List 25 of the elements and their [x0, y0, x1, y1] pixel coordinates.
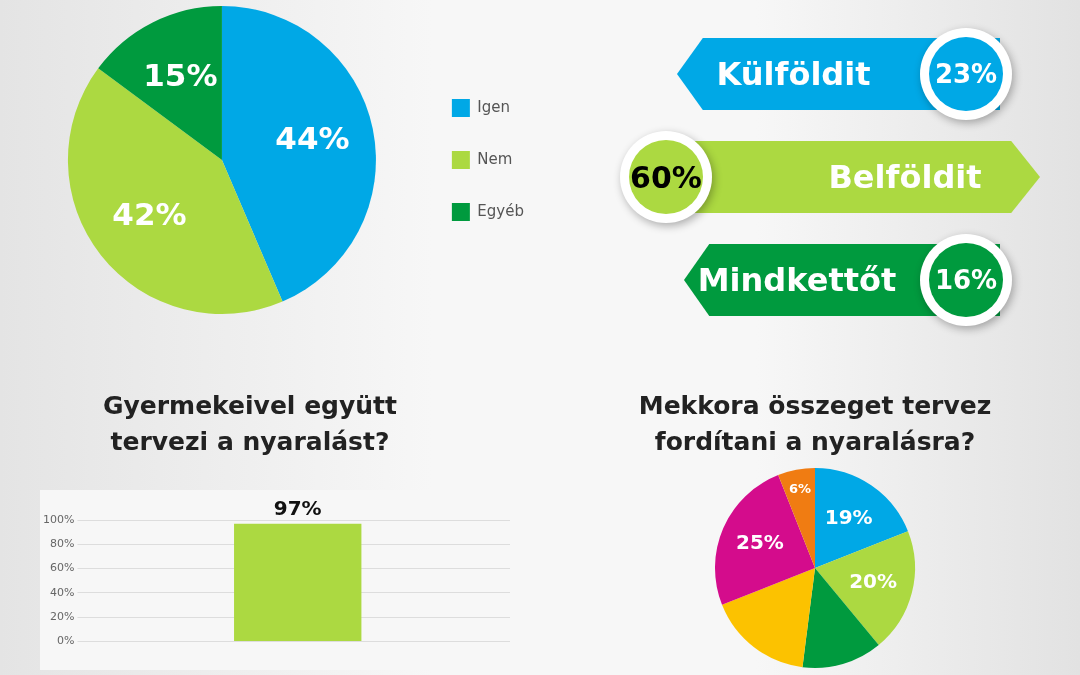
data-label: 15%	[143, 56, 218, 93]
data-label: 44%	[275, 120, 350, 157]
y-tick-label: 40%	[49, 585, 75, 599]
chart-title: Mekkora összeget tervez fordítani a nyaralásra?	[637, 390, 993, 459]
data-label: 23%	[929, 37, 1003, 111]
y-tick-label: 20%	[49, 610, 75, 624]
category-label: Külföldit	[716, 55, 871, 93]
data-label: 16%	[929, 243, 1003, 317]
category-label: Mindkettőt	[697, 261, 897, 299]
category-label: Belföldit	[828, 158, 982, 196]
data-label: 20%	[849, 569, 898, 594]
y-tick-label: 80%	[49, 537, 75, 551]
legend-label: Nem	[477, 149, 513, 168]
data-label: 97%	[273, 495, 322, 520]
chart-title: Gyermekeivel együtt tervezi a nyaralást?	[102, 390, 398, 459]
data-label: 6%	[788, 480, 812, 496]
data-label: 19%	[824, 504, 873, 529]
data-label: 60%	[629, 140, 703, 214]
legend-label: Egyéb	[477, 201, 525, 220]
data-label: 25%	[736, 530, 784, 555]
y-tick-label: 100%	[42, 512, 75, 526]
y-tick-label: 60%	[49, 561, 75, 575]
y-tick-label: 0%	[56, 634, 75, 648]
legend-label: Igen	[477, 97, 511, 116]
data-label: 42%	[112, 196, 187, 233]
